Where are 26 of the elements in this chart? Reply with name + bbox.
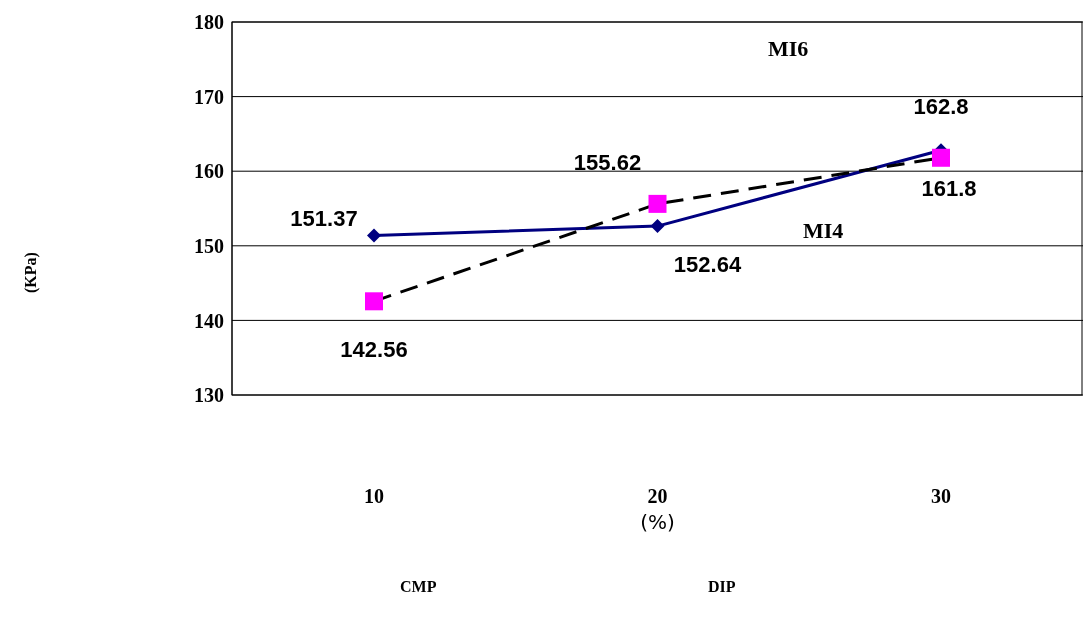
- point: [650, 219, 665, 234]
- point: [365, 292, 383, 311]
- annotation: MI6: [768, 36, 809, 62]
- x-tick-label: 20: [647, 485, 668, 508]
- x-tick-label: 30: [931, 485, 951, 508]
- data-label: 161.8: [921, 175, 977, 201]
- y-tick-label: 160: [194, 160, 224, 183]
- text: CMP: [400, 578, 437, 596]
- y-tick-label: 140: [194, 309, 224, 332]
- data-label: 151.37: [290, 206, 358, 232]
- data-label: 155.62: [573, 149, 642, 175]
- point: [932, 148, 950, 167]
- data-label: 162.8: [913, 94, 969, 120]
- y-tick-label: 150: [194, 234, 224, 257]
- annotation: MI4: [803, 218, 844, 244]
- text: (KPa): [22, 252, 40, 293]
- point: [367, 228, 381, 243]
- data-label: 142.56: [340, 337, 408, 363]
- point: [648, 194, 667, 213]
- data-label: 152.64: [673, 251, 742, 277]
- text: DIP: [708, 578, 736, 596]
- y-tick-label: 130: [194, 384, 224, 407]
- y-tick-label: 170: [194, 85, 224, 108]
- x-axis-title: (%): [640, 510, 675, 535]
- x-tick-label: 10: [364, 485, 384, 508]
- y-tick-label: 180: [194, 11, 224, 34]
